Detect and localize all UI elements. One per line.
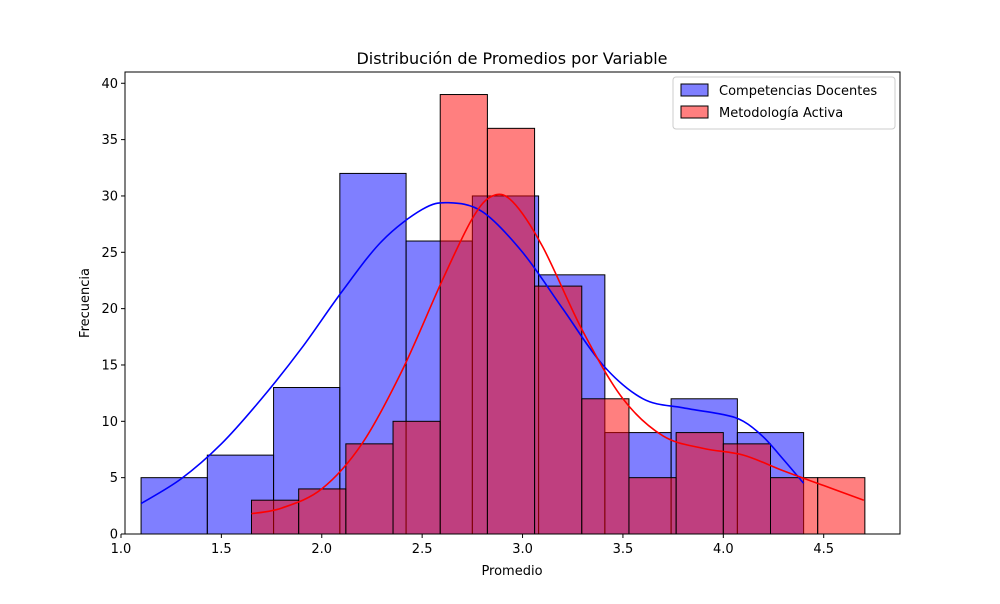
- y-tick-label: 5: [110, 471, 118, 486]
- bar-metodologia-activa-11: [769, 477, 819, 535]
- x-tick-label: 1.5: [211, 542, 232, 557]
- plot-frame: [124, 71, 901, 535]
- x-tick-label: 2.0: [311, 542, 332, 557]
- bar-metodologia-activa-4: [439, 94, 488, 535]
- legend-swatch-metodologia: [680, 105, 709, 119]
- y-axis: 0 5 10 15 20 25 30 35 40: [101, 77, 125, 543]
- y-axis-label: Frecuencia: [78, 268, 93, 338]
- y-tick-label: 25: [101, 246, 118, 261]
- x-tick-label: 4.0: [713, 542, 734, 557]
- kde-layer: [140, 193, 865, 515]
- x-tick-label: 3.5: [613, 542, 634, 557]
- y-tick-label: 30: [101, 189, 118, 204]
- chart-title: Distribución de Promedios por Variable: [356, 49, 667, 68]
- kde-line-metodologia-activa: [251, 193, 865, 515]
- bar-metodologia-activa-8: [628, 477, 677, 535]
- x-tick-label: 3.0: [512, 542, 533, 557]
- bar-metodologia-activa-2: [345, 443, 394, 535]
- bar-metodologia-activa-6: [534, 285, 583, 535]
- y-tick-label: 15: [101, 358, 118, 373]
- bar-metodologia-activa-3: [392, 420, 441, 535]
- bar-metodologia-activa-5: [486, 127, 536, 535]
- legend: Competencias Docentes Metodología Activa: [672, 76, 896, 130]
- bar-competencias-docentes-0: [140, 477, 208, 535]
- bar-metodologia-activa-1: [298, 488, 347, 535]
- x-tick-label: 1.0: [111, 542, 132, 557]
- legend-label-metodologia: Metodología Activa: [719, 106, 843, 121]
- legend-swatch-competencias: [680, 83, 709, 97]
- y-tick-label: 10: [101, 415, 118, 430]
- bars-layer: [140, 94, 866, 535]
- bar-metodologia-activa-9: [675, 432, 724, 535]
- bar-metodologia-activa-7: [581, 398, 630, 535]
- y-tick-label: 35: [101, 133, 118, 148]
- y-tick-label: 20: [101, 302, 118, 317]
- legend-box: [672, 76, 896, 130]
- kde-line-competencias-docentes: [140, 201, 805, 505]
- y-tick-label: 40: [101, 77, 118, 92]
- x-axis: 1.0 1.5 2.0 2.5 3.0 3.5 4.0 4.5: [111, 534, 834, 557]
- x-tick-label: 4.5: [813, 542, 834, 557]
- y-tick-label: 0: [110, 528, 118, 543]
- legend-label-competencias: Competencias Docentes: [719, 84, 877, 99]
- x-tick-label: 2.5: [412, 542, 433, 557]
- x-axis-label: Promedio: [481, 564, 542, 579]
- bar-metodologia-activa-10: [722, 443, 771, 535]
